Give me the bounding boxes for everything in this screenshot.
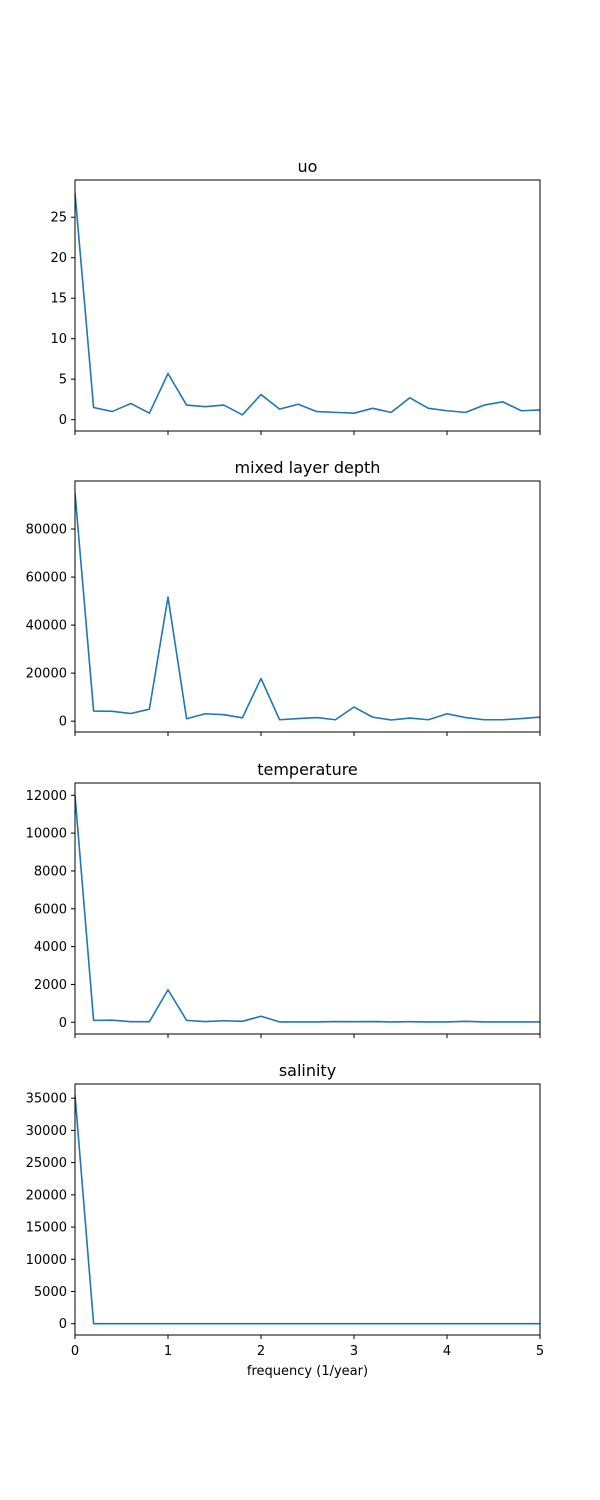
x-axis-label: frequency (1/year) [247, 1364, 368, 1379]
x-tick-label: 1 [164, 1344, 172, 1359]
axes-frame [74, 480, 541, 733]
axes-frame [74, 179, 541, 432]
subplot-2: mixed layer depth 0 20000 40000 60000 80000 [26, 458, 541, 736]
y-tick-label: 20 [50, 251, 67, 266]
y-tick-label: 0 [59, 1317, 67, 1332]
y-tick-label: 60000 [26, 571, 67, 586]
subplot-3: temperature 0 2000 4000 6000 8000 10000 12000 [26, 760, 541, 1038]
y-tick-label: 30000 [26, 1124, 67, 1139]
axes-frame [74, 782, 541, 1035]
y-tick-label: 10000 [26, 1253, 67, 1268]
subplot-title: temperature [257, 760, 358, 779]
x-tick-label: 0 [71, 1344, 79, 1359]
axes-frame [74, 1083, 541, 1336]
y-tick-label: 15 [50, 292, 67, 307]
x-tick-label: 3 [350, 1344, 358, 1359]
y-tick-label: 8000 [34, 864, 67, 879]
y-tick-label: 0 [59, 413, 67, 428]
y-tick-label: 5000 [34, 1285, 67, 1300]
x-tick-label: 4 [443, 1344, 451, 1359]
series-line [75, 795, 540, 1023]
y-tick-label: 20000 [26, 667, 67, 682]
y-tick-label: 2000 [34, 978, 67, 993]
y-tick-label: 80000 [26, 523, 67, 538]
y-tick-label: 0 [59, 715, 67, 730]
y-tick-label: 35000 [26, 1092, 67, 1107]
y-tick-label: 15000 [26, 1221, 67, 1236]
y-tick-label: 20000 [26, 1188, 67, 1203]
y-tick-label: 5 [59, 373, 67, 388]
y-tick-label: 25000 [26, 1156, 67, 1171]
y-tick-label: 12000 [26, 789, 67, 804]
y-tick-label: 40000 [26, 619, 67, 634]
y-tick-label: 4000 [34, 940, 67, 955]
y-tick-label: 0 [59, 1016, 67, 1031]
y-tick-label: 10000 [26, 827, 67, 842]
subplot-4: salinity05000100001500020000250003000035… [26, 1061, 545, 1359]
series-line [75, 192, 540, 416]
x-tick-label: 2 [257, 1344, 265, 1359]
y-tick-label: 25 [50, 211, 67, 226]
x-tick-label: 5 [536, 1344, 544, 1359]
y-tick-label: 10 [50, 332, 67, 347]
y-tick-label: 6000 [34, 902, 67, 917]
subplot-title: mixed layer depth [235, 458, 381, 477]
subplot-1: uo 0 5 10 15 20 25 [50, 157, 541, 435]
series-line [75, 1094, 540, 1325]
subplot-title: uo [298, 157, 318, 176]
subplot-title: salinity [279, 1061, 336, 1080]
series-line [75, 492, 540, 721]
